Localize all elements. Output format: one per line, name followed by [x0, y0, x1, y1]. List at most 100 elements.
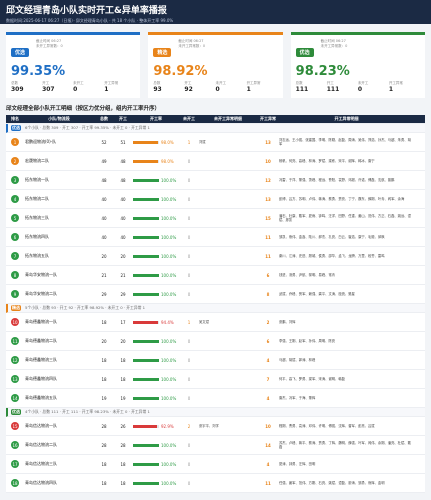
- cell: 3: [6, 176, 24, 184]
- rate-track: [133, 340, 159, 343]
- stat-label: 未开工: [73, 81, 84, 85]
- rank-badge: 10: [11, 318, 19, 326]
- abnormal: 13: [265, 139, 271, 145]
- total: 18: [101, 319, 107, 325]
- rate-bar: [133, 293, 159, 296]
- rank-badge: 2: [11, 157, 19, 165]
- rate-bar: [133, 340, 159, 343]
- not-started: 1: [187, 139, 191, 145]
- rate-bar: [133, 444, 159, 447]
- abnormal: 13: [265, 196, 271, 202]
- abnormal-detail: 夏涛、钟勇、汪辉、田明: [279, 461, 316, 466]
- summary-card: 精选 截止时间 06:27 未开工异常数：0 98.92% 总数 93 开工 92 未开工 0 开工…: [148, 32, 283, 98]
- card-stats: 总数 309 开工 307 未开工 0 开工异常 1: [11, 81, 135, 93]
- team-row: 6 拓东物流四队 40 40 100.0% 0 11 邹凯、熊伟、金鑫、陆川、郝杰、孔亮、白云…: [6, 228, 425, 247]
- rate-cell: 98.0%: [132, 159, 180, 164]
- stat-label: 开工异常: [104, 81, 119, 85]
- rate-bar: [133, 255, 159, 258]
- started: 18: [120, 376, 126, 382]
- rate-text: 100.0%: [161, 215, 177, 221]
- card-note: 截止时间 06:27: [36, 39, 62, 43]
- stat-label: 开工: [42, 81, 50, 85]
- started: 28: [120, 442, 126, 448]
- rank-badge: 6: [11, 233, 19, 241]
- rate-bar: [133, 179, 159, 182]
- started: 18: [120, 357, 126, 363]
- team-row: 11 青岛德鑫物流二队 20 20 100.0% 0 6 李强、王刚、赵军、孙伟、周明、陈亮: [6, 332, 425, 351]
- cell: 5: [6, 214, 24, 222]
- abnormal-detail: 秦川、江涛、史进、顾城、侯勇、邵华、孟飞、龙腾、万里、段誉、雷鸣: [279, 253, 385, 258]
- total: 20: [101, 253, 107, 259]
- rate-track: [133, 236, 159, 239]
- team-name: 青岛信达物流二队: [25, 442, 57, 447]
- rate-cell: 100.0%: [132, 292, 180, 297]
- team-row: 4 拓东物流二队 40 40 100.0% 0 13 彭博、吕方、苏明、卢伟、蒋涛、蔡勇、贾亮…: [6, 190, 425, 209]
- abnormal-detail: 邹凯、熊伟、金鑫、陆川、郝杰、孔亮、白云、崔浩、康宁、毛毅、邱枫: [279, 234, 385, 239]
- stat: 开工 307: [42, 81, 73, 93]
- team-row: 9 青岛华安物流二队 29 29 100.0% 0 8 武斌、乔峰、贺军、赖强、龚平、文涛、庞…: [6, 285, 425, 304]
- stat-value: 93: [153, 86, 162, 93]
- rate-track: [133, 179, 159, 182]
- abnormal-detail: 刘志远、王小强、张建国、李明、陈刚、赵磊、周涛、吴伟、郑浩、孙杰、马超、朱勇、胡…: [279, 137, 411, 146]
- stat-label: 开工: [326, 81, 334, 85]
- team-name: 拓东物流三队: [25, 215, 49, 220]
- card-note: 截止时间 06:27: [178, 39, 204, 43]
- rate-text: 100.0%: [161, 480, 177, 486]
- rate-text: 100.0%: [161, 291, 177, 297]
- started: 20: [120, 253, 126, 259]
- cards: 优选 截止时间 06:27 未开工异常数：0 99.35% 总数 309 开工 307 未开工 0…: [0, 24, 431, 98]
- abnormal-detail: 杨帆、何亮、高峰、林涛、罗斌、梁栋、宋平、谢辉、韩冰、唐宁: [279, 158, 375, 163]
- stat: 开工异常 1: [389, 81, 420, 93]
- rate-bar: [133, 217, 159, 220]
- total: 40: [101, 234, 107, 240]
- not-started: 0: [187, 291, 191, 297]
- rate-bar: [133, 160, 159, 163]
- stat-label: 未开工: [215, 81, 226, 85]
- total: 18: [101, 357, 107, 363]
- started: 18: [120, 461, 126, 467]
- group-header: 精选 5个小队 · 总数 93 · 开工 92 · 开工率 98.92% · 未开…: [6, 304, 425, 313]
- stat-value: 0: [73, 86, 78, 93]
- rate-bar: [133, 321, 158, 324]
- cell: 14: [6, 394, 24, 402]
- rate-track: [133, 425, 159, 428]
- not-started-detail: 张宇平、刘学: [199, 423, 219, 428]
- not-started: 2: [187, 423, 191, 429]
- rate-bar: [133, 274, 159, 277]
- stat-label: 未开工: [357, 81, 369, 85]
- rate-bar: [133, 397, 159, 400]
- started: 17: [120, 319, 126, 325]
- team-name: 拓东物流二队: [25, 196, 49, 201]
- rate-track: [133, 444, 159, 447]
- total: 18: [101, 461, 107, 467]
- stat-label: 总数: [153, 81, 161, 85]
- rate-cell: 100.0%: [132, 443, 180, 448]
- stat-value: 111: [326, 86, 340, 93]
- stat: 开工 111: [327, 81, 358, 93]
- not-started: 0: [187, 442, 191, 448]
- started: 40: [120, 215, 126, 221]
- column-header: 未开工异常明细: [214, 116, 242, 121]
- rank-badge: 9: [11, 290, 19, 298]
- team-row: 1 君鹏迎物流(0)-队 52 51 98.0% 1 刘斌 13 刘志远、王小强、张建国、李明、…: [6, 133, 425, 152]
- rank-badge: 11: [11, 337, 19, 345]
- rate-bar: [133, 359, 159, 362]
- table: 排名 小队/物流段 总数 开工 开工率 未开工 未开工异常明细 开工异常 开工异常明细 优选 6个小…: [6, 115, 425, 493]
- team-name: 青岛信达物流三队: [25, 461, 57, 466]
- rate-cell: 100.0%: [132, 178, 180, 183]
- rate-bar: [133, 463, 159, 466]
- abnormal-detail: 苏杰、卢峰、蒋平、蔡涛、贾勇、丁辉、魏明、薛强、叶军、阎伟、余刚、潘亮、杜斌、戴…: [279, 440, 411, 449]
- stat-value: 0: [357, 86, 362, 93]
- rate-text: 100.0%: [161, 376, 177, 382]
- team-name: 青岛德鑫物流二队: [25, 338, 57, 343]
- card-note: 未开工异常数：0: [178, 44, 206, 48]
- rate-cell: 100.0%: [132, 216, 180, 221]
- column-header: 未开工: [183, 116, 195, 121]
- total: 20: [101, 338, 107, 344]
- abnormal: 11: [265, 253, 271, 259]
- not-started-detail: 吴文斌: [199, 319, 209, 324]
- rate-bar: [133, 198, 159, 201]
- team-name: 拓东物流五队: [25, 253, 49, 258]
- card-percent: 98.23%: [295, 64, 350, 79]
